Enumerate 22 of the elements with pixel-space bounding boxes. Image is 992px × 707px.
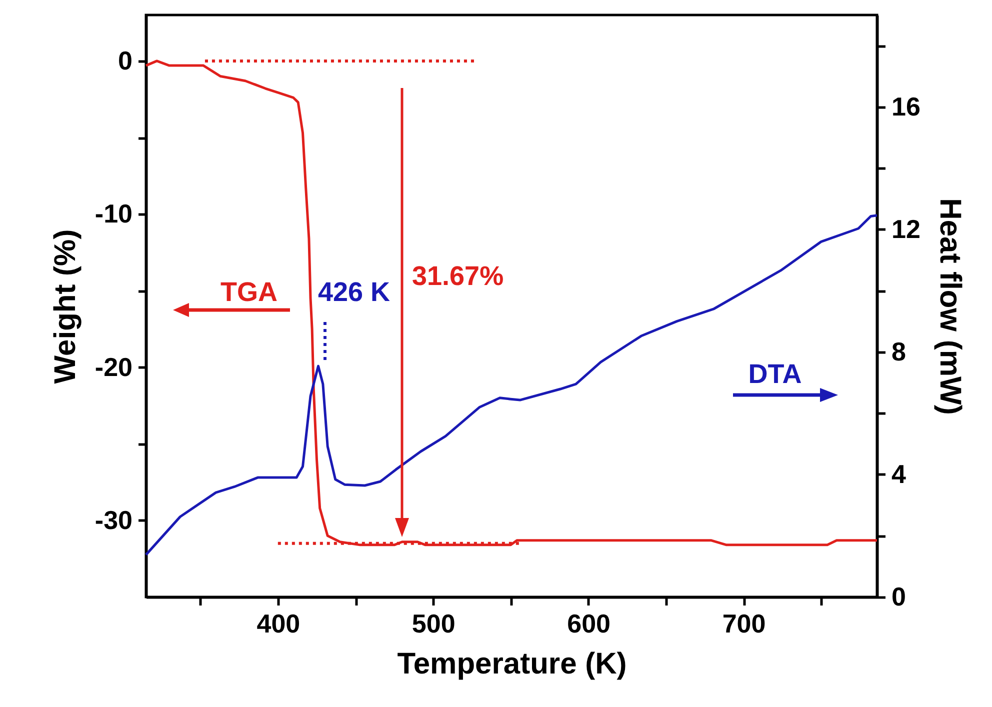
annotation: TGA [220,277,278,307]
y2-axis-title: Heat flow (mW) [933,198,966,415]
y2-tick-label: 8 [892,336,906,366]
y-axis-title: Weight (%) [48,229,82,384]
x-tick-label: 500 [412,608,456,638]
annotation: 31.67% [412,261,504,291]
y2-tick-label: 0 [892,582,906,612]
x-tick-label: 700 [722,608,766,638]
line-series [144,60,878,546]
y-tick-label: -20 [94,352,132,382]
y-tick-label: -10 [94,198,132,229]
x-tick-label: 400 [256,608,300,638]
annotation: DTA [748,359,802,389]
y-tick-label: 0 [118,45,132,76]
y2-tick-label: 12 [892,214,920,244]
y2-tick-label: 16 [892,91,920,122]
line-series [144,214,878,556]
annotation: 426 K [318,277,391,307]
y2-tick-label: 4 [892,458,906,489]
x-axis-title: Temperature (K) [397,648,627,680]
y-tick-label: -30 [94,504,132,535]
x-tick-label: 600 [567,608,611,638]
